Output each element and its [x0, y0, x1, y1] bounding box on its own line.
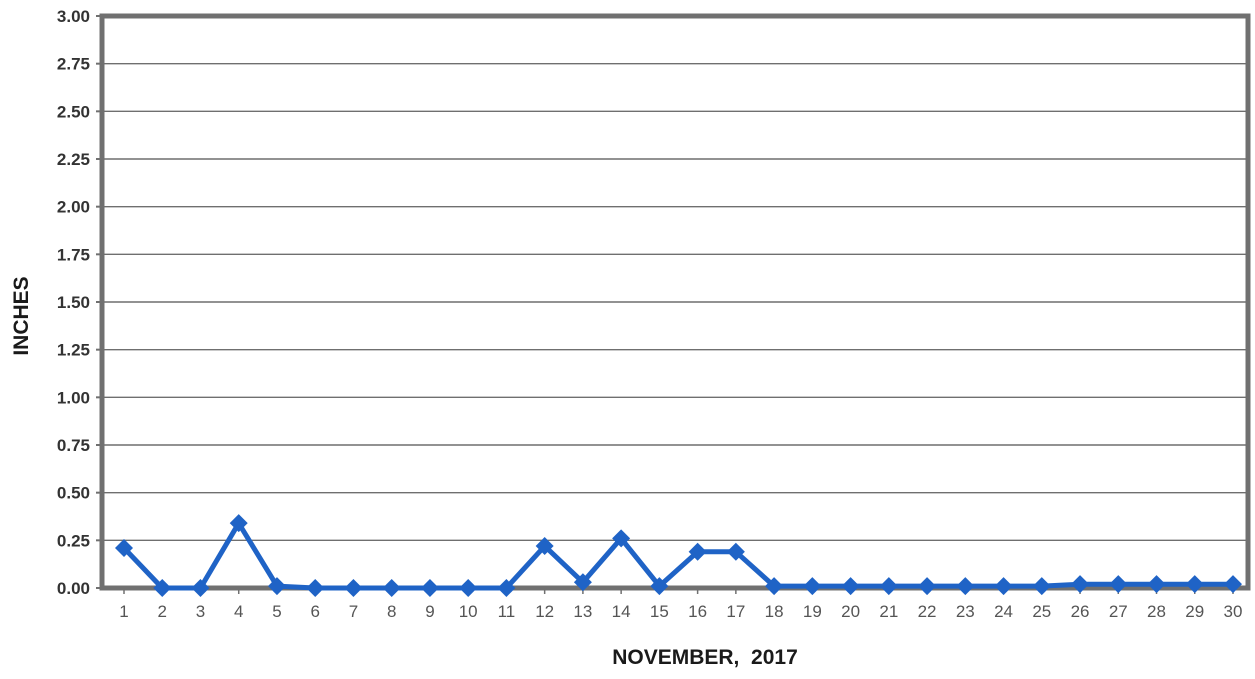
x-tick-label: 11 — [498, 602, 516, 621]
data-point — [420, 579, 439, 597]
x-tick-label: 12 — [535, 602, 554, 621]
y-tick-label: 0.00 — [57, 579, 90, 598]
y-tick-label: 1.00 — [57, 388, 90, 407]
data-point — [573, 573, 592, 592]
data-point — [726, 542, 745, 561]
gridlines — [96, 15, 1248, 594]
y-tick-label: 1.75 — [57, 245, 90, 264]
y-tick-label: 0.25 — [57, 531, 90, 550]
data-point — [229, 514, 248, 533]
y-tick-label: 2.75 — [57, 55, 90, 74]
y-tick-label: 0.75 — [57, 436, 90, 455]
x-tick-label: 25 — [1032, 602, 1051, 621]
data-point — [612, 529, 631, 548]
x-tick-label: 1 — [119, 602, 128, 621]
x-tick-label: 27 — [1109, 602, 1128, 621]
data-point — [1109, 575, 1128, 594]
data-point — [765, 577, 784, 596]
x-tick-label: 5 — [272, 602, 281, 621]
data-point — [115, 538, 133, 557]
x-tick-label: 16 — [688, 602, 707, 621]
y-tick-label: 2.50 — [57, 102, 90, 121]
y-tick-label: 3.00 — [57, 7, 90, 26]
data-point — [535, 537, 554, 556]
x-tick-label: 6 — [310, 602, 319, 621]
x-tick-label: 14 — [612, 602, 631, 621]
data-point — [306, 579, 325, 597]
x-tick-label: 21 — [879, 602, 898, 621]
x-tick-label: 4 — [234, 602, 243, 621]
data-point — [650, 577, 669, 596]
x-tick-label: 29 — [1185, 602, 1204, 621]
y-tick-labels: 0.00 0.25 0.50 0.75 1.00 1.25 1.50 1.75 2.00 2.25… — [57, 7, 90, 598]
x-tick-label: 19 — [803, 602, 822, 621]
x-tick-label: 9 — [425, 602, 434, 621]
data-point — [956, 577, 975, 596]
data-point — [382, 579, 401, 597]
plot-frame — [99, 13, 1251, 591]
series-layer — [115, 514, 1242, 597]
y-tick-label: 2.00 — [57, 198, 90, 217]
y-tick-label: 0.50 — [57, 484, 90, 503]
data-point — [688, 542, 707, 561]
data-point — [918, 577, 937, 596]
x-tick-label: 24 — [994, 602, 1013, 621]
data-point — [1147, 575, 1166, 594]
x-tick-label: 26 — [1071, 602, 1090, 621]
x-tick-label: 20 — [841, 602, 860, 621]
x-axis-label: NOVEMBER, 2017 — [612, 646, 798, 669]
y-axis-label: INCHES — [10, 276, 33, 355]
x-tick-label: 13 — [573, 602, 592, 621]
x-tick-label: 2 — [158, 602, 167, 621]
x-tick-label: 3 — [196, 602, 205, 621]
data-point — [344, 579, 363, 597]
x-tick-label: 15 — [650, 602, 669, 621]
data-point — [1032, 577, 1051, 596]
data-point — [994, 577, 1013, 596]
y-tick-label: 2.25 — [57, 150, 90, 169]
x-tick-label: 7 — [349, 602, 358, 621]
data-point — [497, 579, 516, 597]
data-point — [1071, 575, 1090, 594]
data-point — [879, 577, 898, 596]
data-point — [1224, 575, 1242, 594]
x-tick-label: 10 — [459, 602, 478, 621]
data-point — [803, 577, 822, 596]
x-tick-label: 23 — [956, 602, 975, 621]
x-tick-label: 8 — [387, 602, 396, 621]
data-point — [841, 577, 860, 596]
x-tick-label: 22 — [918, 602, 937, 621]
x-tick-label: 28 — [1147, 602, 1166, 621]
series-line — [122, 520, 1233, 591]
data-point — [1185, 575, 1204, 594]
x-tick-label: 30 — [1224, 602, 1243, 621]
y-tick-label: 1.50 — [57, 293, 90, 312]
x-tick-label: 18 — [765, 602, 784, 621]
data-point — [267, 577, 286, 596]
data-point — [153, 579, 172, 597]
x-tick-labels: 1 2 3 4 5 6 7 8 9 10 11 12 13 14 15 16 17 18 19 20 21 22 23 24 2… — [119, 602, 1242, 621]
x-tick-label: 17 — [726, 602, 745, 621]
y-tick-label: 1.25 — [57, 341, 90, 360]
data-point — [191, 579, 210, 597]
data-point — [459, 579, 478, 597]
